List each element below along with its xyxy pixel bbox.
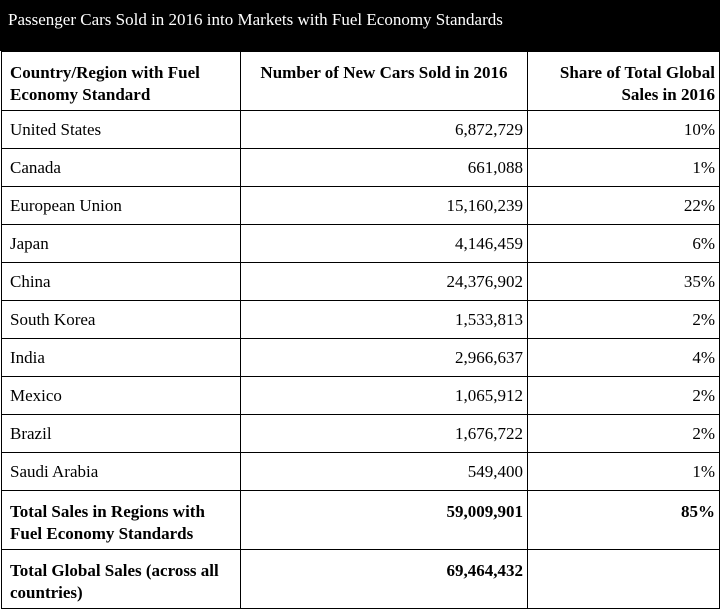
table-row: Saudi Arabia 549,400 1% [1, 452, 720, 491]
header-cars-sold: Number of New Cars Sold in 2016 [240, 51, 528, 111]
table-row: South Korea 1,533,813 2% [1, 300, 720, 339]
total-global-label: Total Global Sales (across all countries… [1, 549, 241, 609]
share-cell: 2% [527, 300, 720, 339]
total-regions-row: Total Sales in Regions with Fuel Economy… [1, 490, 720, 550]
table-row: Japan 4,146,459 6% [1, 224, 720, 263]
share-cell: 6% [527, 224, 720, 263]
header-country: Country/Region with Fuel Economy Standar… [1, 51, 241, 111]
country-cell: Brazil [1, 414, 241, 453]
country-cell: United States [1, 110, 241, 149]
cars-sold-cell: 661,088 [240, 148, 528, 187]
cars-sold-cell: 1,065,912 [240, 376, 528, 415]
table-row: India 2,966,637 4% [1, 338, 720, 377]
total-regions-cars-sold: 59,009,901 [240, 490, 528, 550]
country-cell: Japan [1, 224, 241, 263]
total-regions-label: Total Sales in Regions with Fuel Economy… [1, 490, 241, 550]
cars-sold-cell: 549,400 [240, 452, 528, 491]
header-row: Country/Region with Fuel Economy Standar… [1, 51, 720, 111]
share-cell: 35% [527, 262, 720, 301]
table-row: China 24,376,902 35% [1, 262, 720, 301]
share-cell: 1% [527, 148, 720, 187]
share-cell: 4% [527, 338, 720, 377]
total-global-share [527, 549, 720, 609]
cars-sold-cell: 15,160,239 [240, 186, 528, 225]
cars-sold-cell: 6,872,729 [240, 110, 528, 149]
country-cell: Mexico [1, 376, 241, 415]
cars-sold-cell: 2,966,637 [240, 338, 528, 377]
share-cell: 2% [527, 376, 720, 415]
table-row: Brazil 1,676,722 2% [1, 414, 720, 453]
cars-sold-cell: 1,676,722 [240, 414, 528, 453]
table-row: Canada 661,088 1% [1, 148, 720, 187]
share-cell: 1% [527, 452, 720, 491]
country-cell: South Korea [1, 300, 241, 339]
country-cell: Saudi Arabia [1, 452, 241, 491]
country-cell: India [1, 338, 241, 377]
share-cell: 2% [527, 414, 720, 453]
total-global-row: Total Global Sales (across all countries… [1, 549, 720, 609]
header-share: Share of Total Global Sales in 2016 [527, 51, 720, 111]
total-regions-share: 85% [527, 490, 720, 550]
share-cell: 10% [527, 110, 720, 149]
total-global-cars-sold: 69,464,432 [240, 549, 528, 609]
share-cell: 22% [527, 186, 720, 225]
cars-sold-cell: 24,376,902 [240, 262, 528, 301]
country-cell: European Union [1, 186, 241, 225]
table-row: United States 6,872,729 10% [1, 110, 720, 149]
country-cell: China [1, 262, 241, 301]
cars-sold-cell: 4,146,459 [240, 224, 528, 263]
table-title: Passenger Cars Sold in 2016 into Markets… [0, 0, 720, 51]
table-row: Mexico 1,065,912 2% [1, 376, 720, 415]
country-cell: Canada [1, 148, 241, 187]
sales-table: Country/Region with Fuel Economy Standar… [1, 51, 720, 609]
table-row: European Union 15,160,239 22% [1, 186, 720, 225]
cars-sold-cell: 1,533,813 [240, 300, 528, 339]
